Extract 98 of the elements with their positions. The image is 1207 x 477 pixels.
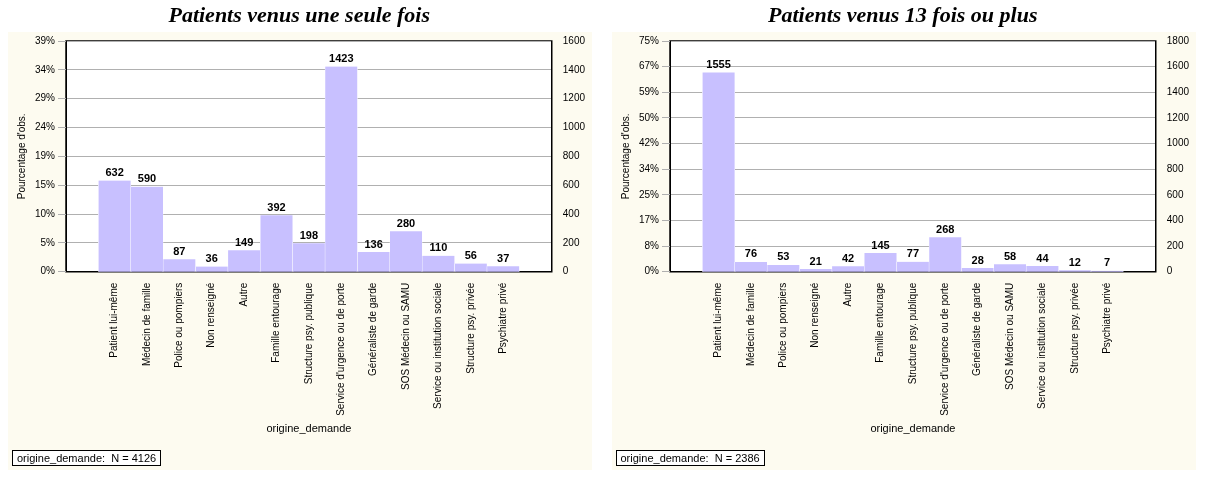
- data-label: 28: [971, 253, 984, 266]
- x-tick-label: Médecin de famille: [744, 282, 756, 367]
- x-tick-label: Psychiatre privé: [1100, 282, 1112, 354]
- y-axis-title: Pourcentage d'obs.: [15, 113, 27, 200]
- data-label: 280: [396, 216, 416, 229]
- data-label: 77: [906, 247, 919, 260]
- data-label: 87: [173, 244, 186, 257]
- x-tick-label: Police ou pompiers: [173, 282, 185, 368]
- y2-tick-label: 800: [1166, 162, 1184, 174]
- data-label: 58: [1003, 249, 1016, 262]
- text: origine_demande: N = 4126: [12, 450, 162, 466]
- x-tick-label: Patient lui-même: [711, 282, 723, 358]
- x-tick-label: Structure psy. privée: [1068, 282, 1080, 374]
- y2-tick-label: 1000: [562, 121, 586, 133]
- y-tick-label: 59%: [638, 86, 659, 97]
- y-tick-label: 5%: [40, 236, 56, 248]
- y2-tick-label: 600: [1166, 188, 1184, 200]
- chart-title: Patients venus une seule fois: [167, 1, 432, 29]
- chart-title: Patients venus 13 fois ou plus: [766, 1, 1039, 29]
- y2-tick-label: 200: [562, 236, 580, 248]
- y2-tick-label: 1400: [1166, 86, 1189, 98]
- x-tick-label: Patient lui-même: [108, 282, 120, 358]
- x-tick-label: Psychiatre privé: [496, 282, 508, 354]
- data-label: 149: [234, 235, 254, 248]
- data-label: 53: [776, 250, 789, 263]
- x-tick-label: Non renseigné: [808, 282, 820, 348]
- y-tick-label: 50%: [638, 111, 659, 123]
- x-tick-label: SOS Médecin ou SAMU: [399, 282, 411, 390]
- x-tick-label: Service ou institution sociale: [1035, 282, 1047, 409]
- data-label: 136: [364, 237, 383, 250]
- x-tick-label: Généraliste de garde: [970, 282, 982, 377]
- y-tick-label: 25%: [638, 188, 659, 200]
- x-tick-label: Service d'urgence ou de porte: [335, 282, 347, 416]
- x-tick-label: Non renseigné: [205, 282, 217, 348]
- y-tick-label: 34%: [35, 63, 56, 75]
- data-label: 7: [1103, 256, 1110, 269]
- x-tick-label: Famille entourage: [873, 282, 885, 363]
- x-tick-label: SOS Médecin ou SAMU: [1003, 282, 1015, 390]
- y2-tick-label: 1600: [562, 34, 586, 46]
- x-tick-label: Service ou institution sociale: [432, 282, 444, 409]
- y2-tick-label: 600: [562, 178, 580, 190]
- x-tick-label: Médecin de famille: [140, 282, 152, 367]
- x-axis-title: origine_demande: [869, 422, 955, 435]
- y-tick-label: 0%: [40, 265, 56, 277]
- y-tick-label: 75%: [638, 34, 659, 46]
- data-label: 145: [870, 238, 890, 251]
- data-label: 12: [1068, 255, 1081, 268]
- data-label: 1423: [329, 52, 354, 65]
- y-tick-label: 34%: [638, 162, 659, 174]
- x-tick-label: Police ou pompiers: [776, 282, 788, 368]
- y-tick-label: 0%: [644, 265, 659, 277]
- data-label: 110: [429, 241, 448, 254]
- y2-tick-label: 400: [562, 207, 580, 219]
- data-label: 37: [497, 251, 510, 264]
- y2-tick-label: 200: [1166, 239, 1184, 251]
- y-tick-label: 17%: [638, 214, 659, 226]
- x-tick-label: Autre: [841, 282, 853, 307]
- y2-tick-label: 1000: [1166, 137, 1189, 149]
- y2-tick-label: 1800: [1166, 34, 1189, 46]
- data-label: 590: [137, 172, 157, 185]
- data-label: 36: [205, 252, 218, 265]
- text: origine_demande: N = 2386: [615, 450, 765, 466]
- data-label: 56: [464, 249, 477, 262]
- y-tick-label: 67%: [638, 60, 659, 72]
- x-tick-label: Structure psy. publique: [302, 282, 314, 385]
- x-tick-label: Famille entourage: [270, 282, 282, 363]
- y2-tick-label: 1600: [1166, 60, 1189, 72]
- y-tick-label: 10%: [35, 207, 56, 219]
- data-label: 21: [809, 254, 822, 267]
- y2-tick-label: 0: [1166, 265, 1173, 277]
- y2-tick-label: 0: [562, 265, 569, 277]
- x-axis-title: origine_demande: [266, 422, 352, 435]
- data-label: 632: [105, 166, 124, 179]
- y2-tick-label: 1200: [1166, 111, 1189, 123]
- y-tick-label: 15%: [35, 178, 56, 190]
- y2-tick-label: 1200: [562, 92, 586, 104]
- data-label: 392: [267, 200, 286, 213]
- y-tick-label: 19%: [35, 150, 56, 162]
- data-label: 198: [299, 228, 319, 241]
- data-label: 44: [1035, 251, 1049, 264]
- y-tick-label: 24%: [35, 121, 56, 133]
- y-tick-label: 8%: [644, 239, 659, 251]
- y2-tick-label: 800: [562, 150, 580, 162]
- data-label: 42: [841, 251, 854, 264]
- x-tick-label: Structure psy. publique: [906, 282, 918, 385]
- y-axis-title: Pourcentage d'obs.: [619, 113, 631, 200]
- x-tick-label: Autre: [237, 282, 249, 307]
- x-tick-label: Service d'urgence ou de porte: [938, 282, 950, 416]
- data-label: 1555: [705, 57, 731, 70]
- y-tick-label: 42%: [638, 137, 659, 149]
- data-label: 76: [744, 247, 757, 260]
- data-label: 268: [935, 222, 954, 235]
- y-tick-label: 29%: [35, 92, 56, 104]
- y-tick-label: 39%: [35, 34, 56, 46]
- x-tick-label: Structure psy. privée: [464, 282, 476, 374]
- y2-tick-label: 1400: [562, 63, 586, 75]
- y2-tick-label: 400: [1166, 214, 1184, 226]
- x-tick-label: Généraliste de garde: [367, 282, 379, 377]
